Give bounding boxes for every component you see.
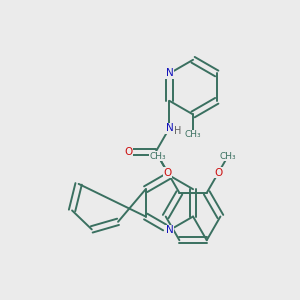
Text: N: N [166,225,173,235]
Text: N: N [166,68,173,79]
Text: O: O [164,168,172,178]
Text: CH₃: CH₃ [185,130,201,140]
Text: N: N [166,123,173,133]
Text: O: O [124,147,133,157]
Text: H: H [174,126,182,136]
Text: CH₃: CH₃ [220,152,236,160]
Text: O: O [214,168,223,178]
Text: CH₃: CH₃ [150,152,166,160]
